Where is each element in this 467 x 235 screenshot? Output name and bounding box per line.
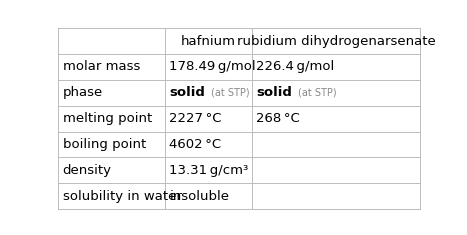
Text: 13.31 g/cm³: 13.31 g/cm³ [170,164,249,177]
Text: density: density [63,164,112,177]
Text: solid: solid [170,86,205,99]
Text: boiling point: boiling point [63,138,146,151]
Text: molar mass: molar mass [63,60,140,74]
Text: insoluble: insoluble [170,190,229,203]
Text: solid: solid [256,86,292,99]
Text: 2227 °C: 2227 °C [170,112,222,125]
Text: (at STP): (at STP) [211,88,249,98]
Text: 268 °C: 268 °C [256,112,300,125]
Text: melting point: melting point [63,112,152,125]
Text: hafnium: hafnium [181,35,236,48]
Text: phase: phase [63,86,103,99]
Text: solubility in water: solubility in water [63,190,182,203]
Text: 4602 °C: 4602 °C [170,138,222,151]
Text: rubidium dihydrogenarsenate: rubidium dihydrogenarsenate [237,35,436,48]
Text: 226.4 g/mol: 226.4 g/mol [256,60,334,74]
Text: (at STP): (at STP) [297,88,336,98]
Text: 178.49 g/mol: 178.49 g/mol [170,60,256,74]
